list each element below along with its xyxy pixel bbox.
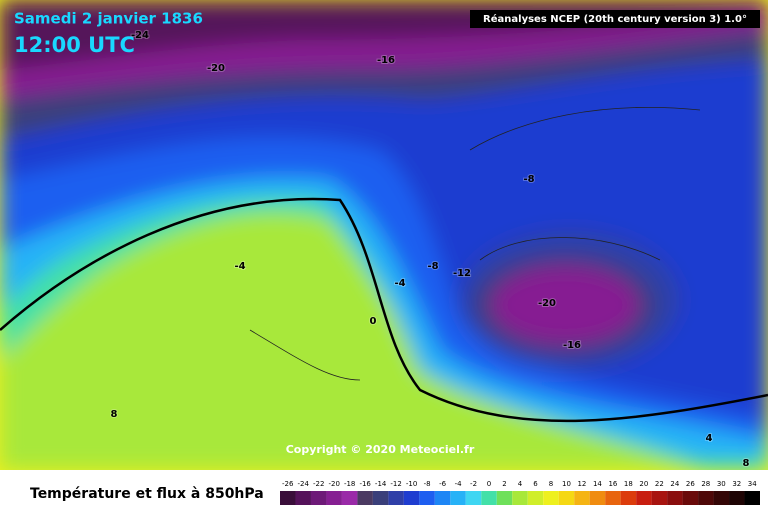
colorbar-swatch	[403, 491, 420, 505]
contour-label: -16	[563, 340, 581, 351]
colorbar-swatch	[713, 491, 730, 505]
colorbar-label: 32	[732, 480, 741, 488]
contour-label: 8	[743, 458, 750, 469]
colorbar-swatch	[605, 491, 621, 505]
colorbar-label: 4	[518, 480, 523, 488]
colorbar-swatch	[310, 491, 327, 505]
colorbar-swatch	[496, 491, 513, 505]
colorbar-label: 18	[624, 480, 633, 488]
colorbar-label: -14	[375, 480, 387, 488]
colorbar-label: -18	[344, 480, 355, 488]
colorbar-swatch	[527, 491, 544, 505]
colorbar-label: -10	[406, 480, 417, 488]
colorbar-label: 12	[577, 480, 586, 488]
colorbar-label: -24	[298, 480, 310, 488]
contour-label: 0	[370, 316, 377, 327]
coastline	[249, 107, 701, 381]
contour-label: -8	[427, 261, 438, 272]
contour-label: -12	[453, 268, 471, 279]
colorbar-label: -2	[470, 480, 477, 488]
copyright: Copyright © 2020 Meteociel.fr	[286, 443, 475, 456]
colorbar-swatch	[357, 491, 373, 505]
colorbar-label: 22	[655, 480, 664, 488]
colorbar-label: 14	[593, 480, 602, 488]
colorbar-swatch	[326, 491, 342, 505]
zero-isotherm	[0, 197, 768, 423]
contour-label: -16	[377, 55, 395, 66]
contour-label: -4	[394, 278, 405, 289]
colorbar-label: -12	[390, 480, 401, 488]
colorbar-label: 16	[608, 480, 617, 488]
colorbar-label: 28	[701, 480, 710, 488]
colorbar-swatch	[558, 491, 575, 505]
contour-label: -20	[207, 63, 225, 74]
colorbar-label: 24	[670, 480, 679, 488]
colorbar-swatch	[589, 491, 606, 505]
colorbar-swatch	[450, 491, 466, 505]
colorbar-label: 34	[748, 480, 757, 488]
colorbar-swatch	[698, 491, 714, 505]
contour-label: -20	[538, 298, 556, 309]
colorbar-label: -6	[439, 480, 447, 488]
colorbar-swatch	[574, 491, 590, 505]
colorbar-swatch	[636, 491, 652, 505]
source-box	[470, 10, 760, 28]
colorbar-swatch	[744, 491, 760, 505]
colorbar-label: 8	[549, 480, 553, 488]
contour-labels: -24 -20 -16 -8 -8 -12 -4 -4 0 -20 -16 8 4 8	[110, 29, 751, 470]
colorbar-label: 20	[639, 480, 648, 488]
colorbar-swatch	[620, 491, 637, 505]
colorbar-label: 2	[502, 480, 506, 488]
colorbar-label: 26	[686, 480, 695, 488]
colorbar-swatch	[512, 491, 528, 505]
contour-label: -8	[523, 174, 534, 185]
colorbar-label: -8	[424, 480, 431, 488]
colorbar-swatch	[341, 491, 358, 505]
colorbar-label: 6	[533, 480, 538, 488]
colorbar-swatch	[667, 491, 683, 505]
colorbar-swatch	[388, 491, 404, 505]
colorbar-swatch	[419, 491, 435, 505]
colorbar-label: 10	[562, 480, 571, 488]
colorbar-swatch	[729, 491, 745, 505]
colorbar-swatch	[372, 491, 389, 505]
colorbar-label: 0	[487, 480, 491, 488]
colorbar-label: -16	[359, 480, 371, 488]
colorbar-swatch	[682, 491, 699, 505]
colorbar-swatch	[651, 491, 668, 505]
contour-label: 4	[706, 433, 713, 444]
contour-label: -24	[131, 30, 149, 41]
colorbar-swatch	[295, 491, 311, 505]
colorbar-swatch	[465, 491, 482, 505]
colorbar-label: -22	[313, 480, 324, 488]
colorbar-label: -20	[328, 480, 339, 488]
colorbar-label: -26	[282, 480, 294, 488]
colorbar-label: 30	[717, 480, 726, 488]
colorbar-swatch	[481, 491, 497, 505]
colorbar-swatch	[280, 491, 296, 505]
date-label: Samedi 2 janvier 1836	[14, 10, 203, 28]
colorbar-swatch	[543, 491, 559, 505]
colorbar: -26 -24 -22 -20 -18 -16 -14 -12 -10 -8 -6 -4 -2 0 2 4 6 8…	[280, 480, 760, 505]
time-label: 12:00 UTC	[14, 33, 135, 57]
temperature-field: Réanalyses NCEP (20th century version 3)…	[0, 0, 768, 470]
colorbar-swatch	[434, 491, 451, 505]
map-title: Température et flux à 850hPa	[30, 486, 264, 502]
colorbar-label: -4	[455, 480, 463, 488]
contour-label: 8	[111, 409, 118, 420]
source-label: Réanalyses NCEP (20th century version 3)…	[483, 13, 747, 25]
contour-label: -4	[234, 261, 245, 272]
